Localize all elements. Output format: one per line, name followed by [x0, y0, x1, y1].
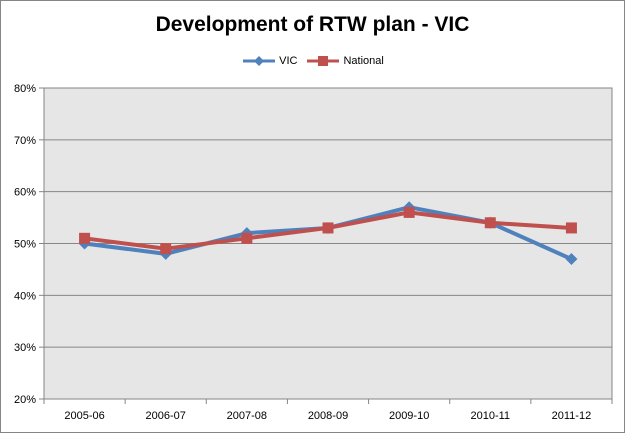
x-tick-label: 2007-08	[227, 410, 267, 422]
data-point-national	[79, 232, 91, 244]
data-point-national	[241, 232, 253, 244]
legend: VIC National	[1, 55, 624, 67]
x-tick-label: 2011-12	[552, 410, 592, 422]
y-tick-label: 60%	[14, 187, 36, 199]
chart-title: Development of RTW plan - VIC	[155, 13, 470, 36]
data-point-national	[484, 217, 496, 229]
y-tick-label: 30%	[14, 342, 36, 354]
y-tick-label: 70%	[14, 135, 36, 147]
x-tick-label: 2005-06	[64, 410, 104, 422]
data-point-national	[160, 243, 172, 255]
x-tick-label: 2010-11	[471, 410, 511, 422]
legend-item-vic: VIC	[241, 55, 297, 67]
x-tick-label: 2009-10	[389, 410, 429, 422]
y-tick-label: 50%	[14, 239, 36, 251]
legend-key-vic	[243, 56, 276, 66]
data-point-national	[403, 206, 415, 218]
x-tick-label: 2006-07	[146, 410, 186, 422]
legend-item-national: National	[305, 55, 384, 67]
y-tick-label: 80%	[14, 83, 36, 95]
legend-key-national	[307, 56, 340, 66]
legend-label-vic: VIC	[279, 55, 298, 67]
data-point-national	[322, 222, 334, 234]
y-tick-label: 20%	[14, 394, 36, 406]
data-point-national	[565, 222, 577, 234]
legend-label-national: National	[343, 55, 384, 67]
y-tick-label: 40%	[14, 290, 36, 302]
x-tick-label: 2008-09	[308, 410, 348, 422]
